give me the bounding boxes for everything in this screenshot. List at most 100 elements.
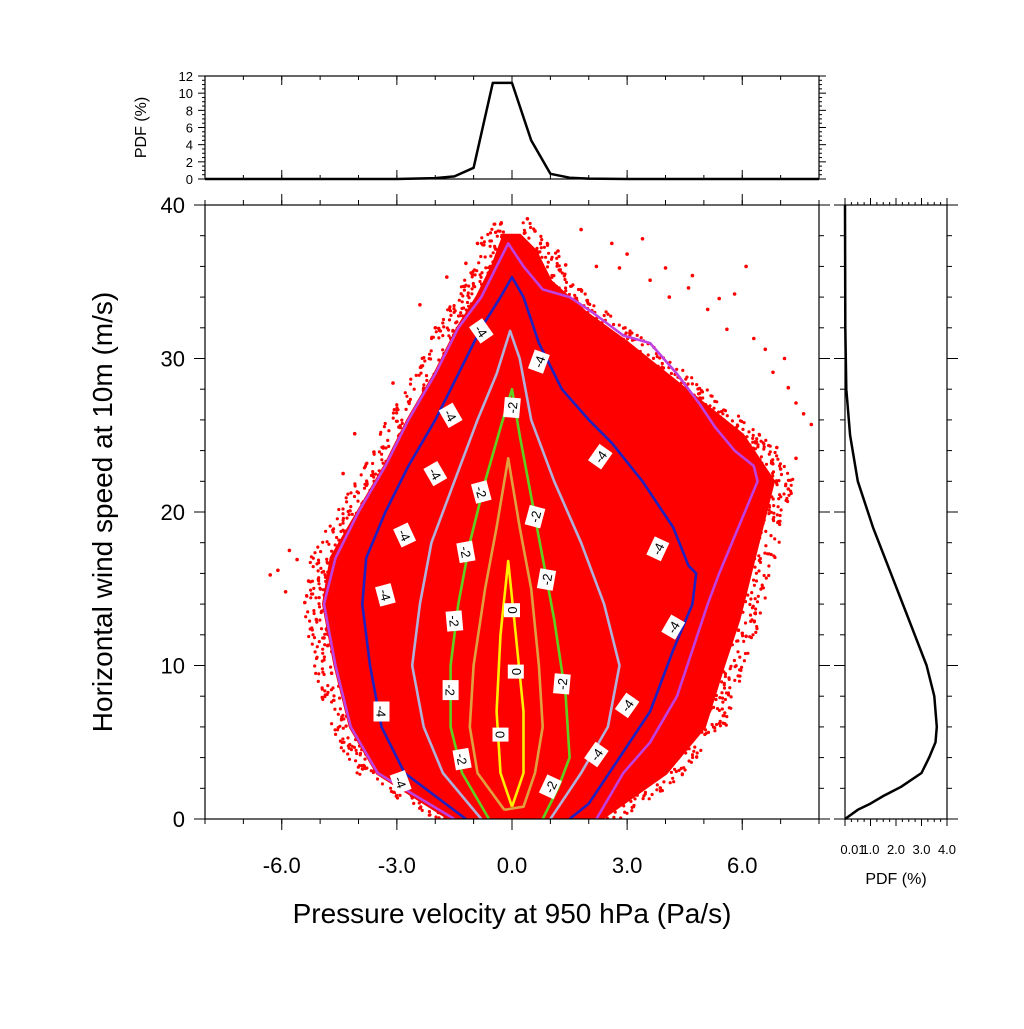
scatter-point [441, 317, 446, 322]
scatter-point [323, 573, 327, 577]
scatter-point [459, 311, 463, 315]
scatter-point [655, 788, 659, 792]
scatter-point [365, 461, 369, 465]
scatter-point [317, 602, 321, 606]
scatter-point [429, 349, 433, 353]
scatter-point [720, 691, 724, 695]
contour-label: 0 [492, 727, 509, 742]
scatter-point [339, 746, 343, 750]
scatter-point [341, 521, 345, 525]
scatter-point [769, 510, 773, 514]
scatter-point [316, 545, 320, 549]
top-y-tick-label: 0 [186, 172, 193, 187]
scatter-point [394, 408, 398, 412]
scatter-point [480, 236, 484, 240]
scatter-point [470, 287, 474, 291]
contour-label: -2 [456, 540, 476, 564]
scatter-point [314, 596, 318, 600]
scatter-point [321, 540, 325, 544]
scatter-point [538, 242, 543, 246]
contour-label: -4 [423, 460, 448, 487]
scatter-point [428, 352, 432, 356]
scatter-point [333, 543, 337, 547]
scatter-point [742, 659, 747, 663]
scatter-point [776, 505, 780, 509]
scatter-point [342, 717, 346, 721]
scatter-point [488, 264, 492, 268]
scatter-point [658, 789, 663, 793]
scatter-point [669, 770, 674, 775]
scatter-point [667, 295, 672, 299]
scatter-point [736, 414, 741, 418]
scatter-point [772, 504, 776, 508]
scatter-point [346, 752, 350, 756]
scatter-point [358, 753, 362, 757]
contour-label: -4 [614, 692, 640, 719]
scatter-point [382, 425, 386, 429]
scatter-point [542, 245, 547, 249]
scatter-point [528, 221, 532, 226]
scatter-point [356, 499, 360, 503]
contour-line [410, 329, 621, 819]
scatter-point [760, 461, 764, 465]
scatter-point [564, 289, 568, 293]
scatter-point [332, 698, 336, 703]
scatter-point [321, 588, 325, 592]
scatter-point [550, 275, 554, 279]
scatter-point [772, 554, 776, 558]
scatter-point [690, 376, 694, 380]
scatter-point [313, 551, 317, 555]
scatter-point [373, 472, 378, 476]
scatter-point [365, 766, 369, 770]
scatter-point [427, 810, 431, 814]
scatter-point [680, 773, 684, 777]
scatter-point [775, 513, 779, 517]
contour-label-text: 0 [509, 668, 524, 675]
scatter-point [699, 748, 703, 753]
scatter-point [311, 592, 315, 596]
scatter-point [321, 651, 325, 655]
scatter-point [630, 805, 634, 810]
scatter-point [786, 385, 791, 390]
scatter-point [480, 271, 484, 275]
scatter-point [703, 402, 707, 407]
scatter-point [655, 355, 659, 359]
right-x-tick-label: 0.01 [840, 842, 865, 857]
scatter-point [540, 255, 544, 259]
scatter-point [692, 749, 696, 753]
scatter-point [318, 618, 322, 622]
scatter-point [307, 634, 311, 639]
scatter-point [690, 273, 695, 278]
scatter-point [756, 443, 760, 447]
scatter-point [430, 335, 434, 339]
scatter-point [486, 232, 490, 237]
contour-label-text: -4 [374, 706, 389, 718]
scatter-point [533, 229, 537, 233]
scatter-point [740, 631, 745, 636]
scatter-point [711, 725, 716, 729]
scatter-point [744, 264, 748, 269]
scatter-point [606, 312, 610, 316]
scatter-point [412, 801, 416, 806]
scatter-point [764, 462, 769, 466]
contour-label-box [375, 583, 396, 607]
right-x-tick-label: 3.0 [912, 842, 930, 857]
scatter-point [767, 452, 771, 456]
scatter-point [749, 597, 753, 601]
scatter-point [462, 306, 466, 310]
scatter-point [736, 424, 740, 428]
contour-label: -4 [661, 614, 686, 640]
scatter-point [683, 768, 687, 772]
scatter-point [337, 538, 341, 542]
scatter-point [295, 557, 299, 562]
scatter-point [767, 552, 771, 556]
scatter-point [319, 609, 324, 613]
top-frame [204, 75, 820, 180]
contour-label-text: -2 [457, 545, 474, 559]
scatter-point [495, 234, 499, 238]
scatter-point [650, 792, 654, 797]
scatter-point [308, 619, 312, 623]
scatter-point [630, 809, 634, 813]
scatter-point [759, 587, 763, 591]
scatter-point [718, 724, 723, 728]
